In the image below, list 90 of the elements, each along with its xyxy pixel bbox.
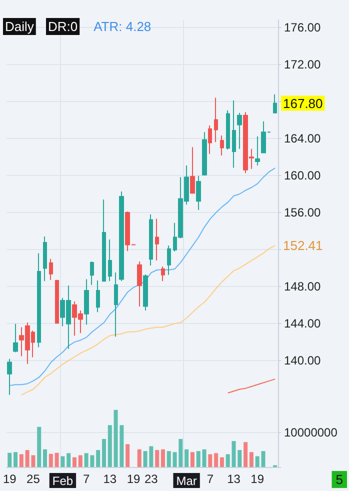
text: 167.80 [283,96,323,111]
candlestick [273,94,277,114]
candlestick [155,218,159,262]
candlestick [202,132,207,176]
candlestick [255,136,260,166]
bar [137,449,142,467]
candlestick [190,146,195,194]
bar [54,452,59,467]
candlestick [149,214,153,266]
candlestick [55,279,59,324]
line-series [20,245,276,396]
candlestick [13,323,18,353]
candlestick [49,258,53,280]
x-tick-label: 13 [103,472,117,486]
candlestick [143,274,148,312]
bar [244,442,248,467]
candlestick [96,280,100,313]
bar [43,449,48,467]
candlestick [161,266,165,282]
candlestick [232,100,236,168]
bar [160,449,165,467]
bar [60,456,65,467]
bar [196,451,200,467]
bar [108,425,112,467]
annotation: DR:0 [48,19,78,34]
candlestick [208,125,212,154]
bar [72,457,77,467]
candlestick [108,239,112,282]
bar [249,452,254,467]
bar [48,454,53,467]
bar [214,453,218,467]
candlestick [102,198,106,282]
bar [126,444,130,467]
x-tick-label: 19 [2,472,17,486]
bar [261,451,266,467]
bar [155,450,160,467]
candlestick [220,135,224,156]
bar [14,452,18,467]
bar [19,454,24,467]
y-tick-label: 156.00 [284,205,322,220]
y-tick-label: 148.00 [284,280,322,294]
bar [190,452,194,467]
bar [96,450,100,467]
x-tick-label: Feb [52,474,74,488]
bar [66,453,71,467]
y-tick-label: 144.00 [284,316,322,331]
candlestick [37,252,41,348]
candlestick [43,236,47,282]
x-tick-label: Mar [176,474,197,488]
x-tick-label: 19 [126,472,140,486]
y-tick-label: 140.00 [284,354,322,368]
candlestick [114,272,118,338]
candlestick [90,261,94,286]
bar [8,452,12,467]
line-series [227,378,276,394]
bar [184,449,189,467]
annotation: Daily [5,19,34,34]
x-tick-label: 7 [206,472,214,486]
x-tick-label: 23 [144,472,158,486]
annotation: ATR: 4.28 [94,19,152,34]
bar [208,454,212,467]
y-tick-label: 172.00 [284,57,322,72]
y-tick-label: 176.00 [284,20,322,34]
x-tick-label: 25 [26,472,40,486]
bar [166,451,171,467]
candlestick [137,261,142,308]
candlestick [84,278,89,326]
x-tick-label: 7 [82,472,90,486]
bar [202,449,206,467]
candlestick [7,358,12,396]
y-tick-label: 164.00 [284,131,322,146]
data-label: 152.41 [283,238,323,254]
text: 5 [336,472,344,487]
candlestick [119,190,124,282]
candlestick [237,112,242,150]
line-series [9,168,276,386]
bar [37,426,42,467]
y-tick-label: 160.00 [284,168,322,182]
candlestick [167,245,171,276]
bar [226,454,230,467]
bar [102,438,106,467]
x-tick-label: 19 [250,472,264,486]
bar [220,457,224,467]
candlestick [214,97,218,143]
x-tick-label: 13 [227,472,241,486]
y2-tick-label: 10000000 [284,425,338,440]
bar [78,455,82,467]
candlestick [196,175,201,210]
candlestick [226,110,230,150]
bar [255,456,260,467]
